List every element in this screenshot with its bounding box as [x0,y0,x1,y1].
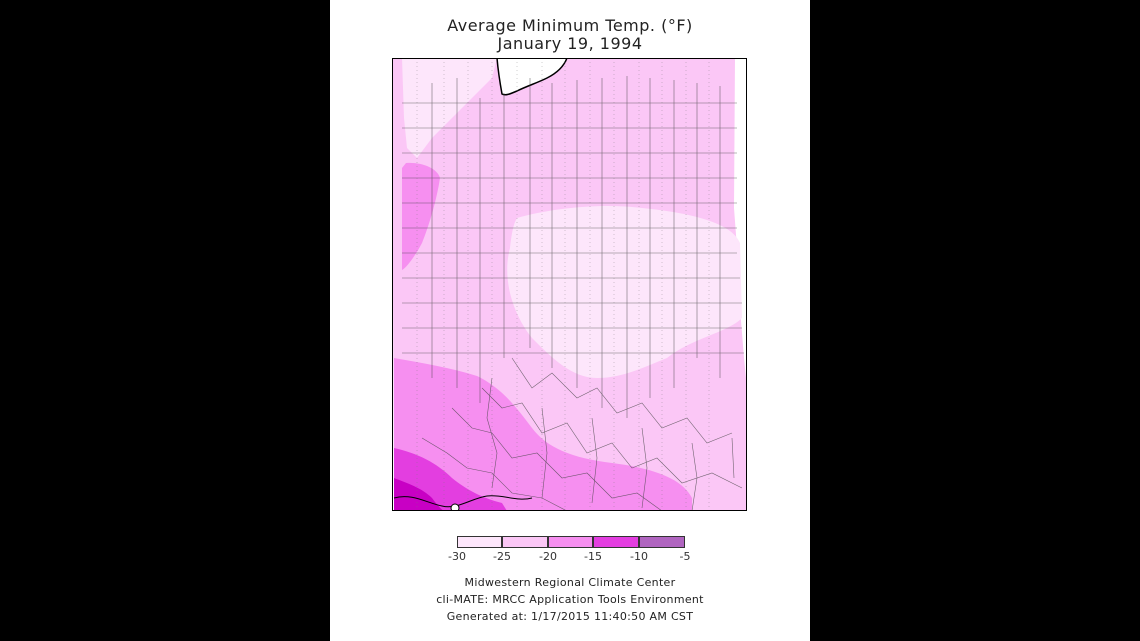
map-frame [392,58,747,511]
credit-generated: Generated at: 1/17/2015 11:40:50 AM CST [446,610,694,623]
legend-tick-1: -30 [448,550,466,563]
southern-river-border [393,495,533,508]
band-minus30-to-minus25 [507,206,742,378]
band-minus30-to-minus25-west [402,58,497,158]
legend-tick-3: -20 [539,550,557,563]
map-marker-circle [450,503,460,511]
band-minus20-to-minus15-south [394,358,692,511]
band-minus20-to-minus15-west [402,162,440,270]
legend-box-3 [548,536,593,548]
chart-title: Average Minimum Temp. (°F) [447,16,693,35]
legend-box-5 [639,536,685,548]
legend-box-1 [457,536,502,548]
chart-panel: Average Minimum Temp. (°F) January 19, 1… [330,0,810,641]
credit-center: Midwestern Regional Climate Center [464,576,676,589]
chart-date: January 19, 1994 [497,34,643,53]
temperature-map [392,58,747,511]
legend-tick-4: -15 [584,550,602,563]
legend-tick-2: -25 [493,550,511,563]
color-legend: -30 -25 -20 -15 -10 -5 [448,536,690,566]
legend-box-2 [502,536,548,548]
legend-tick-5: -10 [630,550,648,563]
county-lines [402,76,744,511]
credit-tool: cli-MATE: MRCC Application Tools Environ… [436,593,704,606]
legend-tick-6: -5 [679,550,691,563]
legend-box-4 [593,536,639,548]
